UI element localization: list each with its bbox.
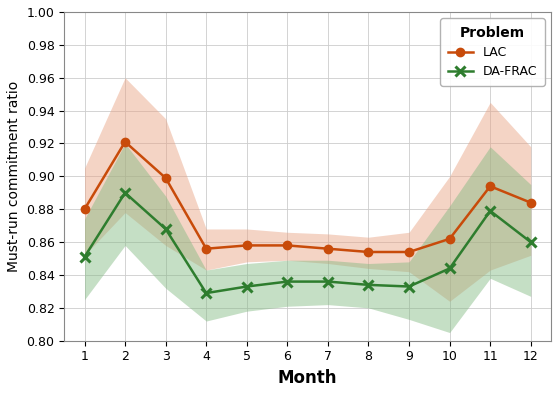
DA-FRAC [284,279,291,284]
LAC [527,200,534,205]
Y-axis label: Must-run commitment ratio: Must-run commitment ratio [7,81,21,272]
DA-FRAC [162,227,169,231]
DA-FRAC [325,279,331,284]
DA-FRAC [243,284,250,289]
DA-FRAC [446,266,453,271]
Line: DA-FRAC: DA-FRAC [80,188,536,298]
LAC [365,250,372,255]
X-axis label: Month: Month [278,369,338,387]
DA-FRAC [406,284,412,289]
LAC [325,246,331,251]
DA-FRAC [365,282,372,287]
LAC [81,207,88,212]
LAC [284,243,291,248]
DA-FRAC [487,208,493,213]
DA-FRAC [527,240,534,245]
LAC [446,236,453,241]
LAC [162,176,169,180]
Legend: LAC, DA-FRAC: LAC, DA-FRAC [440,18,545,85]
LAC [122,139,128,144]
DA-FRAC [203,291,210,296]
DA-FRAC [122,190,128,195]
LAC [406,250,412,255]
LAC [487,184,493,189]
LAC [243,243,250,248]
LAC [203,246,210,251]
Line: LAC: LAC [80,138,535,256]
DA-FRAC [81,255,88,259]
